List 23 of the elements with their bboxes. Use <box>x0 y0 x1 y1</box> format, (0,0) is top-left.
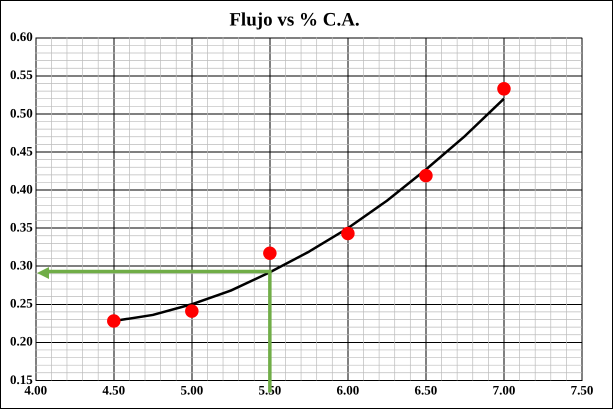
point <box>497 82 511 96</box>
y-tick-label: 0.25 <box>10 296 34 311</box>
point <box>263 246 277 260</box>
x-tick-label: 6.00 <box>336 382 360 398</box>
y-tick-label: 0.55 <box>10 67 34 82</box>
y-tick-label: 0.30 <box>10 258 33 273</box>
y-tick-label: 0.35 <box>10 219 34 234</box>
y-tick-label: 0.50 <box>10 105 33 120</box>
x-tick-label: 4.50 <box>102 382 126 398</box>
y-tick-label: 0.40 <box>10 181 33 196</box>
y-tick-label: 0.45 <box>10 143 34 158</box>
x-tick-label: 7.00 <box>492 382 516 398</box>
x-tick-label: 7.50 <box>570 382 594 398</box>
y-tick-label: 0.15 <box>10 372 34 387</box>
chart-title: Flujo vs % C.A. <box>229 9 360 30</box>
point <box>107 314 121 328</box>
y-tick-label: 0.60 <box>10 29 33 44</box>
x-tick-label: 6.50 <box>414 382 438 398</box>
x-tick-label: 5.00 <box>180 382 204 398</box>
point <box>185 304 199 318</box>
point <box>419 168 433 182</box>
point <box>341 226 355 240</box>
y-tick-label: 0.20 <box>10 334 33 349</box>
